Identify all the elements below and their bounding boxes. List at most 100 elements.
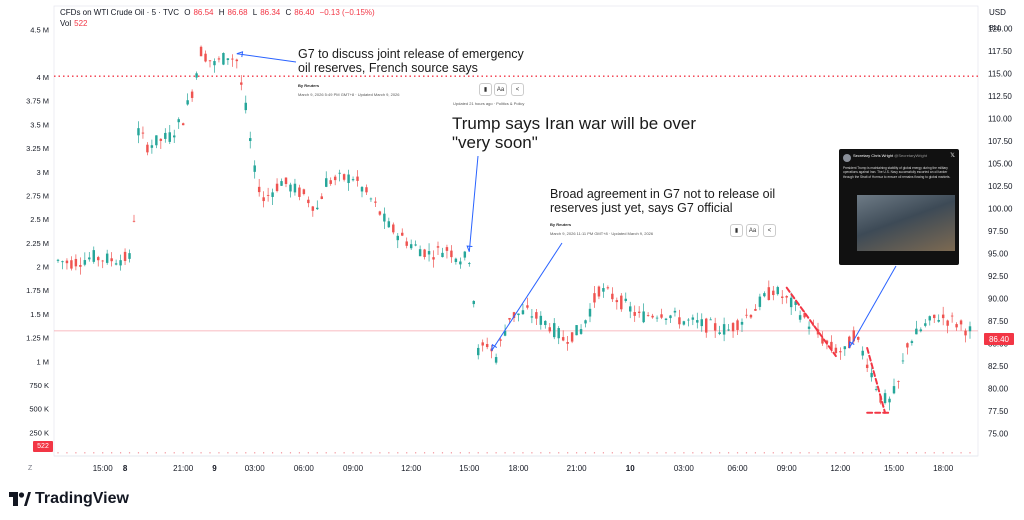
volume-bar (280, 452, 283, 454)
candle-body (217, 58, 221, 60)
font-size-button[interactable]: Aa (746, 224, 759, 237)
candle-body (396, 235, 399, 241)
timezone-marker[interactable]: Z (28, 465, 33, 472)
volume-bar (924, 452, 926, 454)
tradingview-logo[interactable]: TradingView (9, 490, 129, 508)
candle-body (132, 220, 136, 222)
candle-body (955, 324, 958, 328)
volume-bar (719, 452, 721, 454)
candle-body (892, 386, 896, 394)
volume-bar (745, 452, 748, 454)
candle-body (865, 364, 869, 369)
volume-tick-label: 1.25 M (26, 334, 49, 343)
candle-body (128, 253, 131, 259)
low-value: 86.34 (260, 8, 281, 17)
volume-tick-label: 3.25 M (26, 144, 49, 153)
x-tick-label: 12:00 (830, 464, 851, 473)
candle-body (222, 53, 225, 65)
candle-body (946, 320, 949, 326)
byline: By Reuters (298, 83, 320, 88)
candle-body (289, 184, 292, 192)
volume-bar (540, 452, 542, 454)
candle-body (861, 350, 864, 356)
unit-label[interactable]: BLL (989, 25, 1002, 32)
volume-tick-label: 1.75 M (26, 286, 49, 295)
candle-body (119, 260, 122, 266)
candle-body (472, 300, 475, 305)
volume-bar (316, 452, 318, 454)
candle-body (798, 315, 802, 320)
volume-tick-label: 2.5 M (30, 215, 49, 224)
dashed-trend-line (866, 347, 887, 414)
candle-body (749, 314, 753, 318)
candle-body (271, 192, 274, 197)
candle-body (964, 330, 967, 336)
candle-body (365, 187, 368, 193)
volume-bar (200, 452, 202, 454)
candle-body (651, 315, 654, 318)
candle-body (745, 314, 748, 316)
share-button[interactable]: < (763, 224, 776, 237)
volume-bar (209, 452, 211, 454)
candle-body (244, 102, 247, 111)
candle-body (88, 257, 91, 260)
candle-body (870, 372, 873, 378)
annotation-arrowhead (848, 341, 855, 349)
headline-g7-reserves: G7 to discuss joint release of emergency… (298, 47, 538, 75)
candle-body (754, 308, 757, 311)
candle-body (70, 260, 73, 269)
x-tick-label: 15:00 (884, 464, 905, 473)
change-value: −0.13 (−0.15%) (319, 8, 375, 17)
volume-bar (111, 452, 113, 454)
volume-bar (683, 452, 685, 454)
volume-bar (575, 452, 578, 454)
bookmark-icon: ▮ (483, 87, 488, 93)
candle-body (781, 296, 784, 298)
bookmark-button[interactable]: ▮ (479, 83, 492, 96)
candle-body (441, 252, 444, 258)
candle-body (329, 180, 332, 184)
currency-label[interactable]: USD (989, 8, 1006, 17)
volume-bar (182, 452, 184, 454)
annotation-arrow (236, 53, 297, 63)
candle-body (857, 337, 860, 340)
bookmark-button[interactable]: ▮ (730, 224, 743, 237)
candle-body (758, 296, 762, 307)
volume-bar (727, 452, 730, 454)
candle-body (664, 318, 668, 320)
volume-bar (146, 452, 149, 454)
candle-body (199, 46, 203, 57)
candle-body (816, 329, 820, 335)
symbol-header[interactable]: CFDs on WTI Crude Oil · 5 · TVC O 86.54 H… (60, 8, 378, 17)
candle-body (709, 319, 712, 321)
annotation-arrowhead (466, 245, 473, 252)
byline: By Reuters (550, 222, 572, 227)
volume-bar (960, 452, 962, 454)
volume-bar (781, 452, 783, 454)
candle-body (208, 60, 212, 62)
tweet-author: Secretary Chris Wright @SecretaryWright (853, 153, 927, 158)
headline-line: Trump says Iran war will be over (452, 114, 697, 133)
candle-body (351, 179, 355, 181)
volume-bar (218, 452, 220, 454)
x-tick-label: 06:00 (294, 464, 315, 473)
price-chart[interactable]: 120.00 117.50 115.00 112.50 110.00 107.50 105.… (0, 0, 1024, 480)
candle-body (468, 263, 471, 265)
candle-body (557, 328, 560, 339)
share-button[interactable]: < (511, 83, 524, 96)
price-tick-label: 80.00 (988, 385, 1009, 394)
candle-body (360, 187, 364, 192)
volume-bar (817, 452, 819, 454)
volume-tick-label: 3.5 M (30, 120, 49, 129)
font-size-button[interactable]: Aa (494, 83, 507, 96)
headline-line: oil reserves, French source says (298, 61, 478, 75)
candle-body (432, 257, 435, 260)
symbol-name[interactable]: CFDs on WTI Crude Oil · 5 · TVC (60, 8, 179, 17)
candle-body (79, 265, 82, 267)
candle-body (378, 211, 382, 215)
candle-body (937, 319, 940, 322)
volume-bar (254, 452, 256, 454)
candle-body (463, 251, 467, 258)
tweet-handle: @SecretaryWright (894, 153, 927, 158)
volume-header[interactable]: Vol 522 (60, 19, 90, 28)
